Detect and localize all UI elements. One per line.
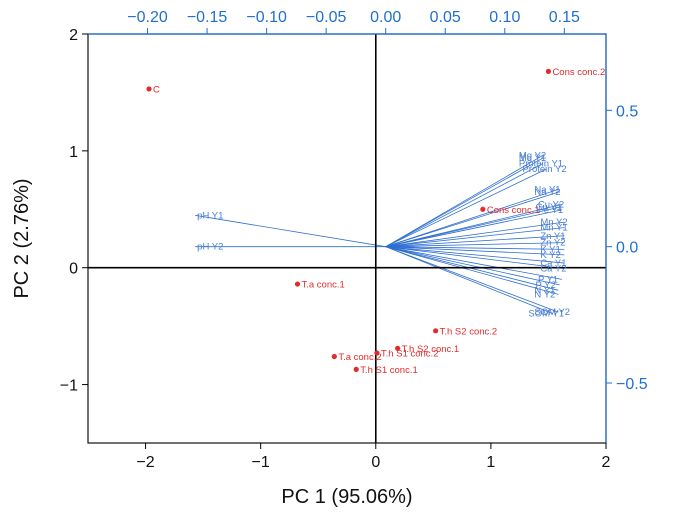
loading-vector: [385, 246, 559, 295]
top-tick-label: 0.10: [489, 9, 520, 26]
loading-label: pH Y2: [197, 242, 223, 253]
y-axis-title: PC 2 (2.76%): [11, 178, 33, 298]
top-tick-label: −0.15: [187, 9, 228, 26]
loading-label: Protein Y2: [522, 164, 566, 175]
loading-label: SOM Y1: [528, 308, 564, 319]
score-point: [433, 328, 439, 334]
loading-label: Mg Y1: [519, 153, 546, 164]
x-axis-title: PC 1 (95.06%): [281, 486, 412, 508]
loading-vector: [195, 214, 386, 248]
top-tick-label: −0.10: [246, 9, 287, 26]
score-point: [545, 68, 552, 74]
loading-vector: [385, 246, 565, 264]
score-point: [395, 345, 401, 351]
score-points: C Cons conc.2 Cons conc.1 T.a conc.1 T.h S2 …: [146, 67, 605, 376]
score-label: T.h S1 conc.1: [360, 365, 418, 376]
loading-vector: [385, 246, 560, 286]
score-label: T.a conc.2: [338, 352, 381, 363]
loading-label: Mn Y1: [540, 223, 567, 234]
loading-vector: [385, 242, 565, 248]
loading-vector: [385, 206, 560, 248]
loading-label: Na Y1: [534, 184, 560, 195]
loading-vector: [385, 235, 565, 248]
y-tick-label: 2: [69, 27, 78, 44]
score-point: [331, 353, 337, 360]
score-point: [146, 86, 152, 92]
top-tick-label: 0.15: [549, 9, 580, 26]
loading-label: K Y2: [540, 250, 560, 261]
x-tick-label: 1: [486, 454, 495, 471]
right-tick-label: 0.5: [616, 103, 638, 120]
right-tick-label: −0.5: [616, 376, 648, 393]
right-tick-label: 0.0: [616, 240, 638, 257]
y-tick-label: 0: [69, 261, 78, 278]
loading-vector: [385, 246, 553, 314]
axes: −2 −1 0 1 2 −1 0 1 2 −0.20 −0.15 −0.10 −0.05 0.00 0.05…: [60, 9, 648, 471]
loading-vector: [385, 221, 565, 248]
top-tick-label: 0.05: [430, 9, 461, 26]
x-tick-label: 2: [602, 454, 611, 471]
score-label: T.h S1 conc.2: [381, 349, 439, 360]
loading-label: Ca Y2: [540, 263, 566, 274]
loading-label: Mg Y2: [519, 150, 546, 161]
loading-vector: [385, 189, 559, 248]
loading-label: pH Y1: [197, 210, 223, 221]
loading-label: P Y2: [536, 280, 556, 291]
score-label: Cons conc.1: [487, 205, 540, 216]
loading-label: Mn Y2: [540, 217, 567, 228]
loading-label: Zn Y2: [540, 238, 565, 249]
plot-frame: [87, 33, 607, 444]
loading-label: Cu Y1: [536, 202, 562, 213]
loading-vector: [385, 246, 565, 250]
score-point: [294, 281, 301, 287]
y-tick-label: −1: [60, 378, 78, 395]
loading-label: N Y1: [534, 285, 555, 296]
top-tick-label: 0.00: [370, 9, 401, 26]
loading-label: Fe Y1: [538, 205, 563, 216]
loading-vector: [385, 209, 563, 248]
score-label: T.h S2 conc.2: [440, 326, 498, 337]
loading-vector: [385, 157, 544, 248]
loading-label: K Y1: [540, 244, 560, 255]
loading-vector: [385, 191, 559, 248]
score-label: T.h S2 conc.1: [402, 344, 460, 355]
top-tick-label: −0.20: [127, 9, 168, 26]
loading-vector: [385, 163, 544, 248]
score-label: T.a conc.1: [302, 280, 345, 291]
loading-vector: [385, 246, 565, 256]
loading-vectors: [195, 154, 565, 314]
y-tick-label: 1: [69, 144, 78, 161]
loading-label: SOM Y2: [534, 307, 570, 318]
score-point: [353, 366, 359, 372]
score-point: [374, 350, 380, 356]
x-tick-label: −2: [136, 454, 154, 471]
loading-vector: [385, 227, 565, 248]
score-point: [480, 206, 486, 212]
loading-label: P Y1: [538, 274, 558, 285]
loading-vector: [385, 168, 547, 248]
loading-label: Cu Y2: [538, 199, 564, 210]
loading-vector: [385, 246, 559, 313]
score-label: Cons conc.2: [552, 67, 605, 78]
score-label: C: [153, 84, 160, 95]
loading-label: Protein Y1: [519, 159, 563, 170]
loading-vector: [385, 246, 565, 269]
x-tick-label: 0: [371, 454, 380, 471]
loading-label: Ca Y1: [540, 258, 566, 269]
top-tick-label: −0.05: [306, 9, 347, 26]
x-tick-label: −1: [252, 454, 270, 471]
loading-label: Zn Y1: [540, 231, 565, 242]
loading-label: N Y2: [534, 289, 555, 300]
origin-crosshair: [88, 34, 606, 443]
loading-vector: [385, 246, 563, 280]
loading-label: Na Y2: [534, 187, 560, 198]
